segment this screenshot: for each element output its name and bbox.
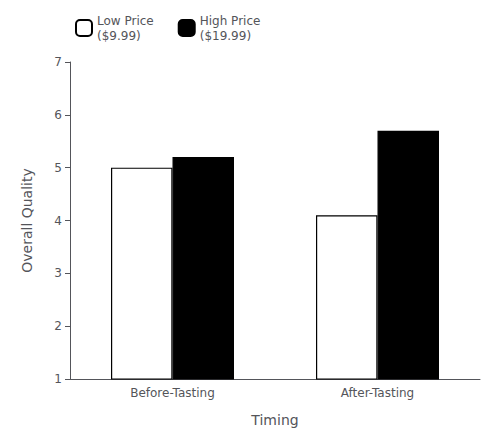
svg-text:3: 3 bbox=[54, 266, 62, 280]
svg-text:Low Price: Low Price bbox=[97, 14, 154, 28]
svg-text:6: 6 bbox=[54, 108, 62, 122]
svg-text:1: 1 bbox=[54, 372, 62, 386]
svg-text:4: 4 bbox=[54, 214, 62, 228]
svg-text:7: 7 bbox=[54, 55, 62, 69]
svg-text:Before-Tasting: Before-Tasting bbox=[130, 386, 215, 400]
svg-text:After-Tasting: After-Tasting bbox=[341, 386, 415, 400]
svg-text:($9.99): ($9.99) bbox=[97, 29, 141, 43]
svg-text:5: 5 bbox=[54, 161, 62, 175]
svg-text:Timing: Timing bbox=[250, 412, 298, 428]
svg-text:2: 2 bbox=[54, 319, 62, 333]
svg-text:($19.99): ($19.99) bbox=[200, 29, 251, 43]
svg-text:Overall Quality: Overall Quality bbox=[19, 168, 35, 273]
svg-text:High Price: High Price bbox=[200, 14, 261, 28]
